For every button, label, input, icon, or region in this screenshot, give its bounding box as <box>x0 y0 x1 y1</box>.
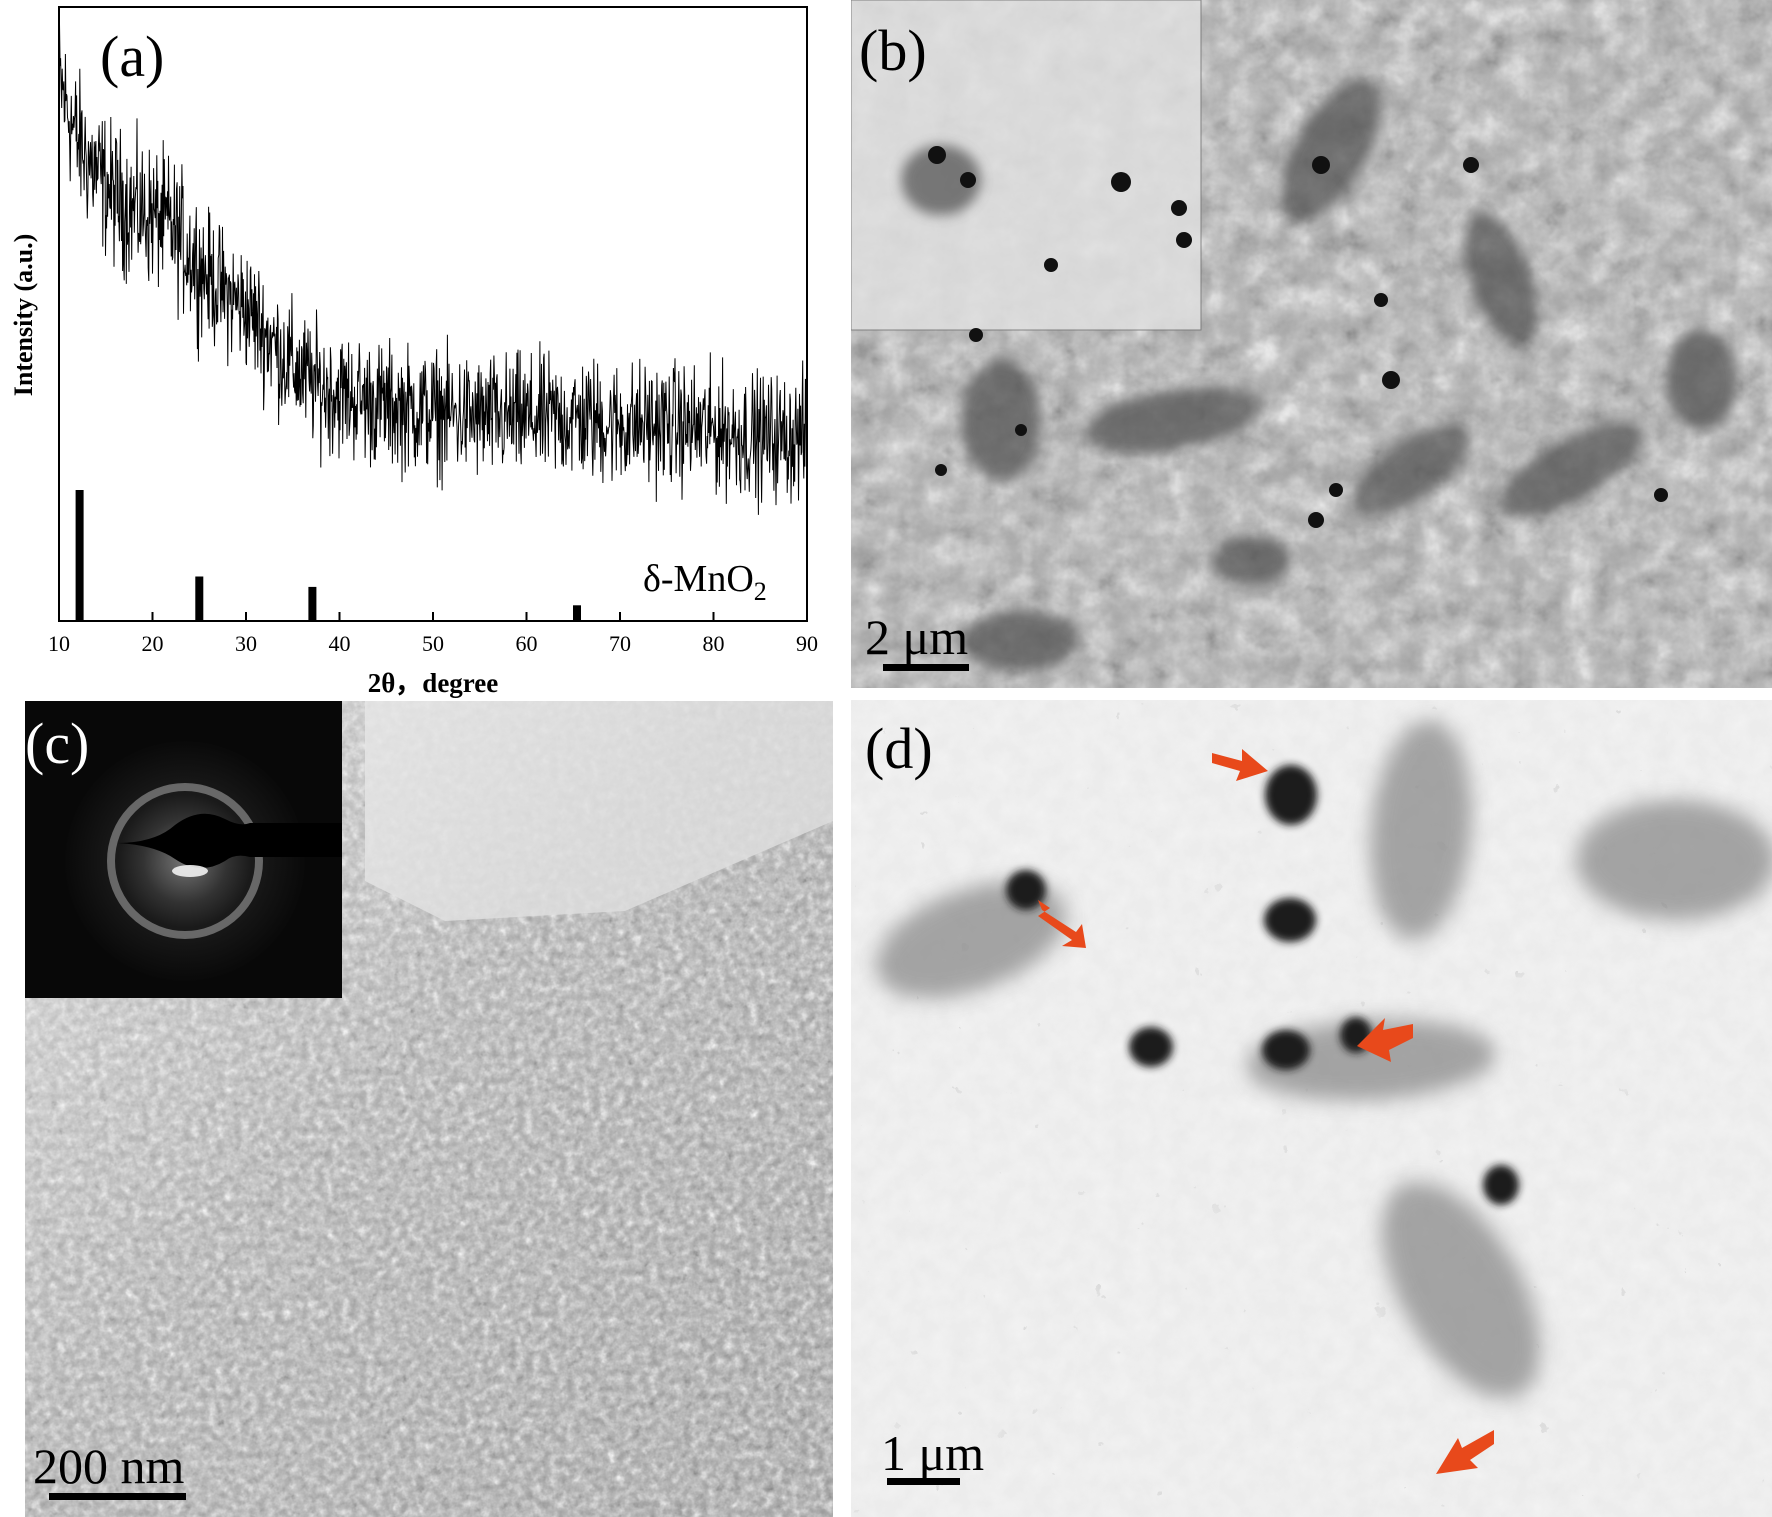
x-tick-label: 80 <box>703 631 725 656</box>
scale-label-d: 1 μm <box>881 1425 985 1481</box>
x-tick-label: 40 <box>329 631 351 656</box>
x-tick-label: 30 <box>235 631 257 656</box>
tem-image-d: (d) 1 μm <box>851 700 1772 1517</box>
panel-label-d: (d) <box>865 716 933 781</box>
arrow-4 <box>1436 1430 1494 1474</box>
xrd-ylabel: Intensity (a.u.) <box>9 234 38 397</box>
reference-label-sub: 2 <box>754 577 767 606</box>
arrow-2 <box>1038 900 1086 948</box>
reference-bar <box>195 576 204 621</box>
xrd-chart: 10 20 30 40 50 60 70 80 90 Intensity (a.u.) 2θ，d… <box>9 6 818 698</box>
x-tick-label: 90 <box>796 631 818 656</box>
tem-image-b-texture <box>851 0 1772 688</box>
x-axis-ticks: 10 20 30 40 50 60 70 80 90 <box>48 612 818 656</box>
reference-label-main: δ-MnO <box>643 558 754 600</box>
arrow-1 <box>1212 749 1268 781</box>
xrd-xlabel: 2θ，degree <box>368 668 499 698</box>
xrd-plot-area <box>58 24 808 621</box>
x-tick-label: 20 <box>142 631 164 656</box>
scale-bar-c <box>49 1493 186 1500</box>
x-tick-label: 50 <box>422 631 444 656</box>
plot-frame <box>58 6 808 622</box>
panel-label-b: (b) <box>859 18 927 83</box>
tem-image-b: (b) 2 μm <box>851 0 1772 688</box>
reference-bar <box>573 605 581 621</box>
reference-label: δ-MnO2 <box>643 558 767 606</box>
scale-bar-d <box>887 1478 960 1485</box>
x-tick-label: 10 <box>48 631 70 656</box>
scale-bar-b <box>883 664 969 671</box>
tem-image-c: (c) 200 nm <box>25 701 833 1517</box>
panel-label-c: (c) <box>25 711 90 776</box>
scale-label-b: 2 μm <box>865 609 969 665</box>
panel-label-a: (a) <box>100 24 165 89</box>
xrd-chart-panel: 10 20 30 40 50 60 70 80 90 Intensity (a.u.) 2θ，d… <box>0 0 830 700</box>
tem-image-d-texture <box>851 700 1772 1517</box>
saed-inset <box>25 701 342 998</box>
scale-label-c: 200 nm <box>33 1438 185 1494</box>
x-tick-label: 70 <box>609 631 631 656</box>
reference-bar <box>75 490 84 621</box>
reference-bar <box>308 586 317 621</box>
arrow-3 <box>1357 1018 1413 1062</box>
tem-image-c-texture <box>25 701 833 1517</box>
xrd-series-line-0 <box>58 24 808 515</box>
x-tick-label: 60 <box>516 631 538 656</box>
